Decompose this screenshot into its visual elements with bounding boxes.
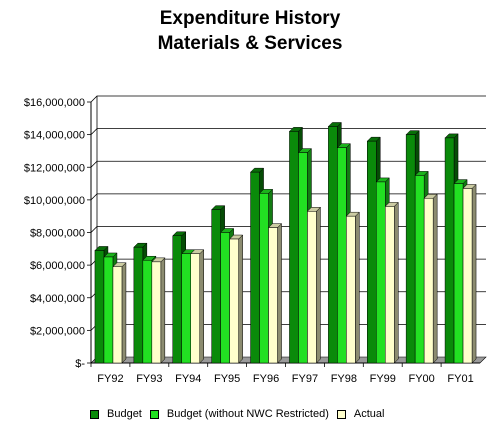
legend-label-budget-without-nwc: Budget (without NWC Restricted) (166, 408, 329, 420)
legend-label-budget: Budget (107, 408, 142, 420)
bar-side (471, 183, 477, 364)
bar (211, 209, 221, 364)
bar (453, 183, 464, 364)
x-tick-label: FY00 (409, 373, 435, 385)
y-tick-label: $12,000,000 (24, 162, 85, 174)
bar (346, 215, 356, 364)
bar (337, 147, 347, 364)
bar-side (160, 257, 166, 364)
x-tick-label: FY99 (370, 373, 396, 385)
x-tick-label: FY92 (97, 373, 123, 385)
x-tick-label: FY96 (253, 373, 279, 385)
bar (405, 134, 416, 364)
bar (190, 253, 200, 364)
chart-title-line-2: Materials & Services (157, 33, 343, 54)
bar (385, 206, 395, 364)
bar (103, 256, 114, 364)
bar (259, 193, 269, 364)
bar (220, 232, 230, 364)
y-tick-label: $10,000,000 (24, 195, 85, 207)
bar (444, 137, 455, 364)
x-tick-label: FY98 (331, 373, 357, 385)
bar (133, 246, 144, 364)
bar-side (199, 249, 204, 364)
bar (142, 259, 153, 364)
bar-chart: $16,000,000 $14,000,000 $12,000,000 $10,000… (24, 95, 487, 385)
chart-legend: Budget Budget (without NWC Restricted) A… (90, 408, 392, 420)
bar-side (355, 211, 360, 364)
bar (181, 253, 191, 364)
bar-side (432, 193, 438, 364)
x-tick-label: FY94 (175, 373, 201, 385)
bar (151, 261, 162, 364)
y-tick-label: $- (75, 358, 85, 370)
legend-label-actual: Actual (353, 408, 385, 420)
bar (298, 152, 308, 364)
legend-item-actual: Actual (336, 408, 385, 420)
bar-side (238, 234, 243, 364)
legend-item-budget: Budget (90, 408, 142, 420)
y-tick-label: $6,000,000 (30, 260, 85, 272)
bar (376, 181, 386, 364)
bar (462, 188, 473, 364)
bar (250, 171, 260, 364)
bar (307, 211, 317, 364)
x-tick-label: FY01 (447, 373, 473, 385)
bar-side (121, 262, 127, 364)
bar (328, 126, 338, 364)
y-tick-label: $16,000,000 (24, 97, 85, 109)
bar (94, 250, 105, 364)
bar (423, 197, 434, 364)
legend-swatch-actual (336, 409, 346, 419)
bar (172, 235, 182, 364)
y-tick-label: $2,000,000 (30, 325, 85, 337)
legend-swatch-budget-without-nwc (149, 409, 159, 419)
y-tick-label: $4,000,000 (30, 293, 85, 305)
y-tick-label: $14,000,000 (24, 130, 85, 142)
x-tick-label: FY93 (136, 373, 162, 385)
bar-side (394, 201, 399, 364)
bar (112, 266, 123, 364)
y-tick-label: $8,000,000 (30, 228, 85, 240)
legend-item-budget-without-nwc: Budget (without NWC Restricted) (149, 408, 329, 420)
x-tick-label: FY95 (214, 373, 240, 385)
bar (367, 140, 377, 364)
chart-title-line-1: Expenditure History (159, 8, 341, 29)
bar (268, 227, 278, 364)
bar-side (316, 206, 321, 364)
legend-swatch-budget (90, 409, 99, 419)
bar-side (277, 223, 282, 364)
x-tick-label: FY97 (292, 373, 318, 385)
bar (229, 238, 239, 364)
bar (414, 175, 425, 364)
bar (289, 131, 299, 364)
chart-title: Expenditure History Materials & Services (0, 6, 500, 56)
